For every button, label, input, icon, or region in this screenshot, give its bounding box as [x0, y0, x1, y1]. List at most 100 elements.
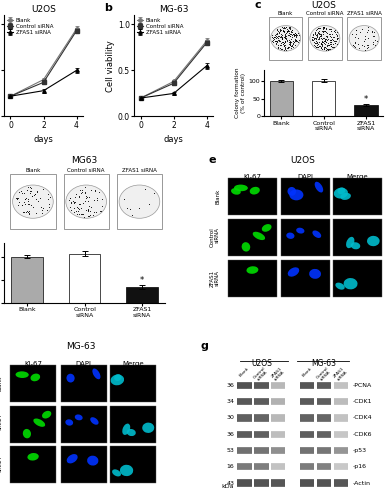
Point — [286, 42, 292, 50]
Bar — [271, 430, 286, 438]
Point — [359, 41, 365, 49]
Ellipse shape — [87, 456, 98, 466]
Point — [283, 29, 289, 37]
Text: Control siRNA: Control siRNA — [67, 168, 105, 172]
Point — [351, 38, 358, 46]
Point — [293, 36, 299, 44]
Point — [34, 188, 40, 196]
Ellipse shape — [315, 182, 323, 192]
Point — [320, 28, 326, 36]
Point — [318, 32, 324, 40]
Ellipse shape — [288, 187, 296, 196]
Point — [331, 32, 337, 40]
Point — [282, 38, 288, 46]
Ellipse shape — [142, 422, 154, 433]
Point — [284, 27, 291, 35]
Point — [315, 34, 322, 42]
Point — [325, 39, 331, 47]
Point — [276, 28, 282, 36]
Point — [14, 194, 20, 202]
Point — [327, 45, 334, 53]
Text: MG-63: MG-63 — [312, 360, 336, 368]
Point — [313, 39, 319, 47]
Point — [287, 32, 293, 40]
Point — [269, 38, 276, 46]
Point — [31, 190, 38, 198]
Point — [315, 29, 321, 37]
Point — [327, 40, 333, 48]
Text: e: e — [209, 154, 216, 164]
Point — [72, 198, 78, 206]
Point — [275, 41, 281, 49]
Point — [291, 30, 297, 38]
Point — [277, 44, 283, 52]
Point — [26, 210, 32, 218]
Point — [40, 185, 46, 193]
Point — [285, 28, 291, 36]
FancyBboxPatch shape — [10, 174, 55, 230]
Point — [281, 41, 288, 49]
Ellipse shape — [67, 454, 78, 464]
Bar — [334, 414, 348, 422]
Bar — [237, 480, 252, 486]
Point — [289, 41, 295, 49]
Point — [369, 27, 375, 35]
Point — [288, 42, 294, 50]
Point — [328, 36, 334, 44]
Point — [22, 195, 29, 203]
Point — [331, 27, 337, 35]
Point — [320, 30, 326, 38]
Point — [323, 28, 329, 36]
Text: U2OS: U2OS — [311, 1, 336, 10]
Bar — [317, 447, 331, 454]
Text: 53: 53 — [226, 448, 235, 453]
Bar — [254, 480, 269, 486]
Bar — [317, 463, 331, 470]
Point — [328, 26, 334, 34]
Point — [44, 206, 50, 214]
Bar — [317, 398, 331, 406]
Point — [330, 36, 337, 44]
Point — [78, 190, 84, 198]
Point — [281, 39, 287, 47]
Bar — [317, 382, 331, 389]
Bar — [271, 398, 286, 406]
Point — [288, 44, 295, 52]
Point — [353, 26, 359, 34]
Point — [286, 31, 292, 39]
Ellipse shape — [127, 429, 136, 436]
Point — [129, 212, 135, 220]
Point — [283, 46, 289, 54]
Point — [282, 24, 288, 32]
Point — [328, 33, 334, 41]
Point — [283, 22, 289, 30]
Point — [280, 40, 286, 48]
Point — [289, 43, 296, 51]
Circle shape — [310, 26, 340, 51]
Point — [284, 36, 290, 44]
Point — [28, 192, 34, 200]
Ellipse shape — [111, 374, 124, 386]
Point — [334, 40, 340, 48]
Point — [282, 34, 288, 42]
FancyBboxPatch shape — [228, 260, 277, 296]
Point — [85, 205, 91, 213]
Point — [276, 36, 282, 44]
Point — [28, 184, 34, 192]
Point — [75, 204, 81, 212]
Point — [278, 44, 284, 52]
Point — [324, 41, 330, 49]
Point — [82, 197, 88, 205]
Point — [92, 186, 98, 194]
Ellipse shape — [114, 374, 122, 381]
FancyBboxPatch shape — [63, 174, 109, 230]
FancyBboxPatch shape — [308, 17, 341, 59]
Ellipse shape — [250, 187, 260, 194]
Point — [286, 28, 292, 36]
Point — [287, 38, 293, 46]
FancyBboxPatch shape — [61, 446, 107, 484]
Point — [313, 43, 319, 51]
Point — [272, 38, 278, 46]
Point — [319, 40, 325, 48]
Point — [284, 44, 291, 52]
